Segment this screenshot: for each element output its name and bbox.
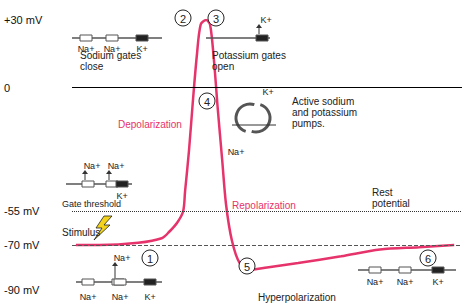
svg-text:Na+: Na+ (78, 44, 95, 54)
svg-text:K+: K+ (260, 15, 271, 25)
svg-text:Na+: Na+ (112, 292, 129, 302)
svg-text:Rest: Rest (372, 187, 393, 198)
svg-text:0: 0 (4, 82, 10, 94)
svg-text:-55 mV: -55 mV (4, 205, 40, 217)
svg-text:Active sodium: Active sodium (292, 96, 354, 107)
svg-text:open: open (212, 61, 234, 72)
svg-text:and potassium: and potassium (292, 107, 357, 118)
svg-text:K+: K+ (144, 292, 155, 302)
svg-text:-70 mV: -70 mV (4, 239, 40, 251)
svg-text:3: 3 (213, 13, 219, 25)
svg-text:4: 4 (204, 96, 210, 108)
svg-text:K+: K+ (262, 87, 273, 97)
svg-text:2: 2 (180, 13, 186, 25)
svg-text:Na+: Na+ (397, 277, 414, 287)
svg-text:Na+: Na+ (114, 253, 131, 263)
svg-text:Na+: Na+ (367, 277, 384, 287)
svg-text:Stimulus: Stimulus (62, 227, 100, 238)
svg-text:K+: K+ (116, 191, 127, 201)
svg-text:potential: potential (372, 198, 410, 209)
svg-text:Potassium gates: Potassium gates (212, 50, 286, 61)
svg-text:Na+: Na+ (108, 161, 125, 171)
svg-text:1: 1 (147, 253, 153, 265)
svg-text:Na+: Na+ (84, 161, 101, 171)
svg-text:-90 mV: -90 mV (4, 284, 40, 296)
svg-text:Sodium gates: Sodium gates (80, 50, 142, 61)
svg-text:Na+: Na+ (228, 147, 245, 157)
svg-text:5: 5 (244, 261, 250, 273)
svg-text:Depolarization: Depolarization (118, 119, 182, 130)
svg-text:pumps.: pumps. (292, 118, 325, 129)
svg-text:6: 6 (425, 253, 431, 265)
svg-text:K+: K+ (432, 277, 443, 287)
svg-text:close: close (80, 61, 104, 72)
svg-text:Hyperpolarization: Hyperpolarization (258, 292, 336, 303)
svg-text:Na+: Na+ (80, 292, 97, 302)
svg-text:Repolarization: Repolarization (232, 200, 296, 211)
svg-text:+30 mV: +30 mV (4, 14, 43, 26)
svg-text:Na+: Na+ (104, 44, 121, 54)
svg-text:K+: K+ (136, 44, 147, 54)
svg-text:Gate threshold: Gate threshold (62, 199, 121, 209)
